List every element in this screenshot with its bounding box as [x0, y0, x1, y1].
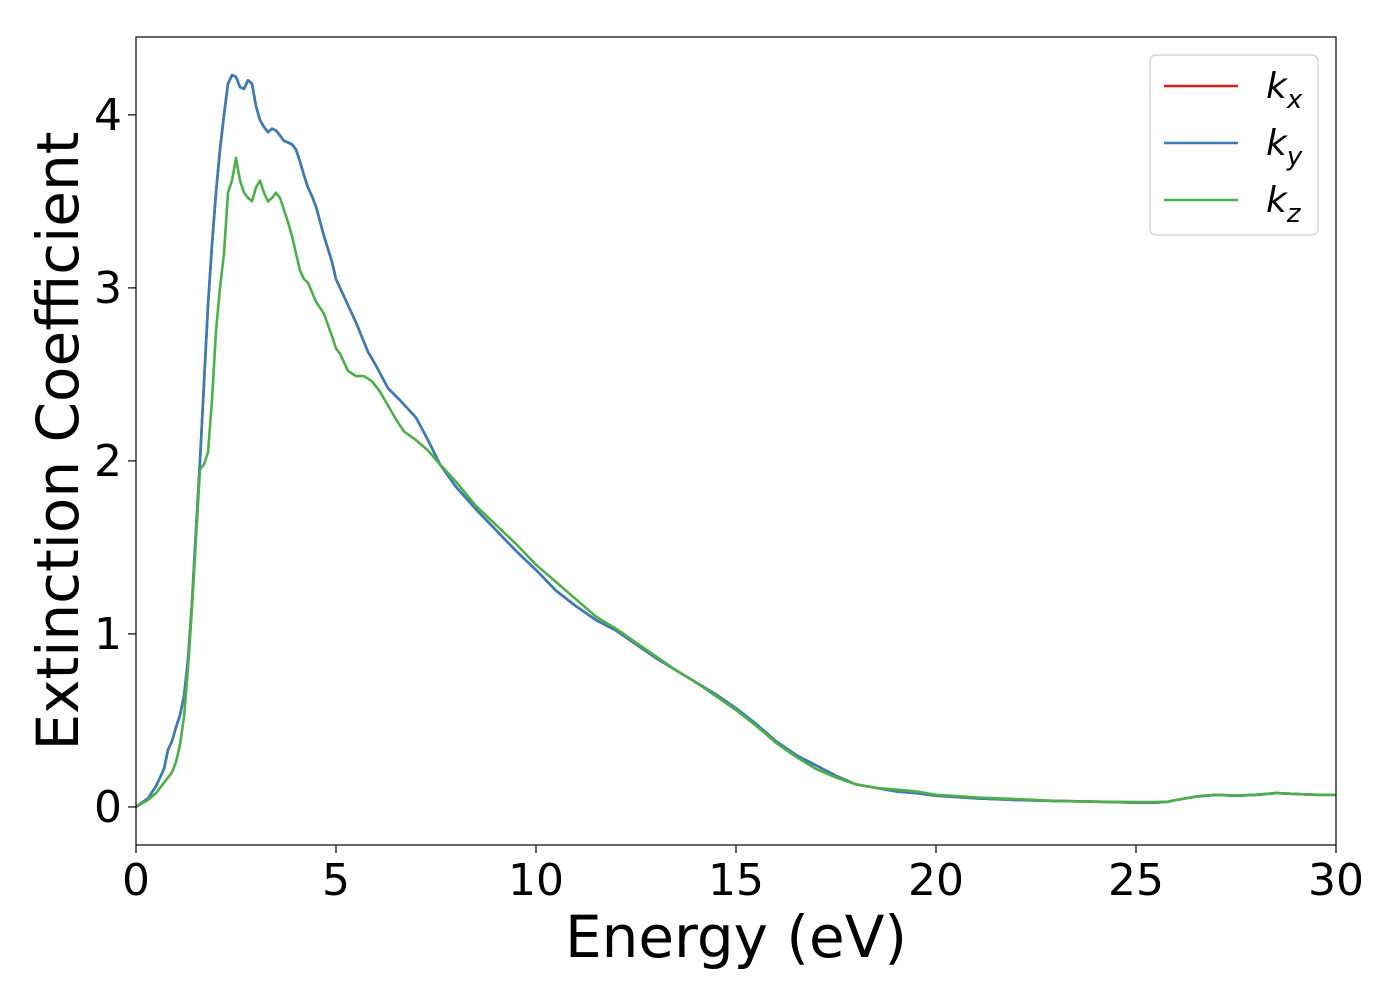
- x-tick-label: 10: [508, 855, 564, 906]
- legend-label-k-z: kz: [1266, 180, 1302, 229]
- x-axis-label: Energy (eV): [565, 903, 907, 971]
- legend-label-k-y: ky: [1266, 123, 1303, 172]
- x-tick-label: 30: [1308, 855, 1364, 906]
- y-tick-label: 4: [94, 90, 122, 141]
- legend-label-k-x: kx: [1266, 66, 1303, 115]
- x-tick-label: 0: [122, 855, 150, 906]
- x-tick-label: 15: [708, 855, 764, 906]
- x-axis-ticks: 0 5 10 15 20 25 30: [122, 845, 1364, 906]
- y-tick-label: 3: [94, 263, 122, 314]
- series-lines: [136, 73, 1336, 809]
- y-tick-label: 1: [94, 609, 122, 660]
- legend-box: [1149, 54, 1319, 236]
- x-tick-label: 5: [322, 855, 350, 906]
- y-tick-label: 2: [94, 436, 122, 487]
- series-line-k-z: [136, 156, 1336, 809]
- legend: kx ky kz: [1149, 54, 1319, 236]
- x-tick-label: 25: [1108, 855, 1164, 906]
- x-tick-label: 20: [908, 855, 964, 906]
- y-axis-label: Extinction Coefficient: [24, 132, 92, 751]
- y-axis-ticks: 0 1 2 3 4: [94, 90, 136, 833]
- y-tick-label: 0: [94, 782, 122, 833]
